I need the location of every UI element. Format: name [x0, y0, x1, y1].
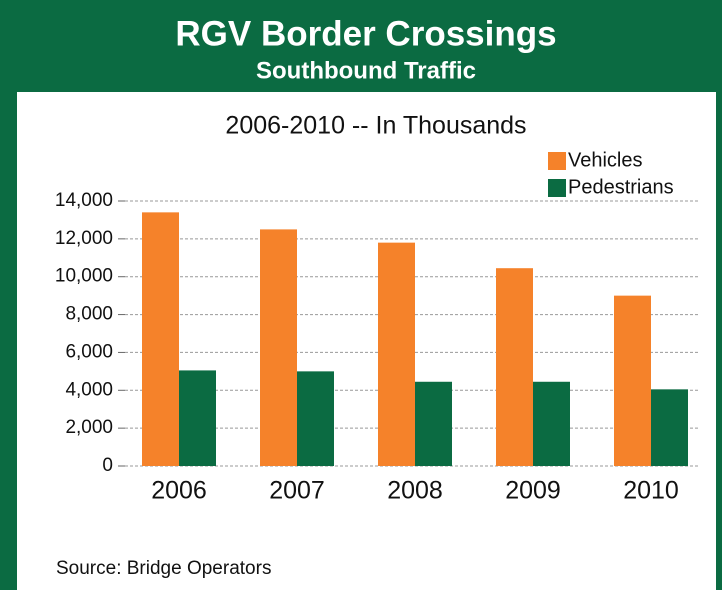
y-tick-label: 8,000: [65, 304, 113, 325]
bar: [651, 389, 688, 466]
y-tick-label: 6,000: [65, 341, 113, 362]
x-tick-label: 2008: [387, 477, 443, 505]
y-tick-label: 0: [102, 455, 113, 476]
bar: [415, 381, 452, 466]
bar: [614, 295, 651, 466]
x-tick-label: 2009: [505, 477, 561, 505]
y-tick-label: 4,000: [65, 379, 113, 400]
bar: [378, 242, 415, 466]
x-tick-label: 2007: [269, 477, 325, 505]
y-tick-label: 14,000: [55, 190, 113, 211]
subtitle: Southbound Traffic: [256, 57, 476, 84]
bar: [496, 268, 533, 466]
chart-title: 2006-2010 -- In Thousands: [225, 112, 526, 140]
legend-label: Vehicles: [568, 149, 643, 171]
y-tick-label: 10,000: [55, 266, 113, 287]
legend-swatch: [548, 152, 566, 170]
y-tick-label: 2,000: [65, 417, 113, 438]
bar: [297, 371, 334, 466]
x-tick-label: 2010: [623, 477, 679, 505]
source: Source: Bridge Operators: [56, 558, 271, 579]
bar: [533, 381, 570, 466]
bar: [142, 212, 179, 466]
legend-label: Pedestrians: [568, 176, 674, 198]
y-tick-label: 12,000: [55, 228, 113, 249]
x-tick-label: 2006: [151, 477, 207, 505]
panel: [17, 92, 716, 590]
bar: [260, 229, 297, 466]
bar: [179, 370, 216, 466]
title: RGV Border Crossings: [175, 14, 556, 53]
legend-swatch: [548, 179, 566, 197]
